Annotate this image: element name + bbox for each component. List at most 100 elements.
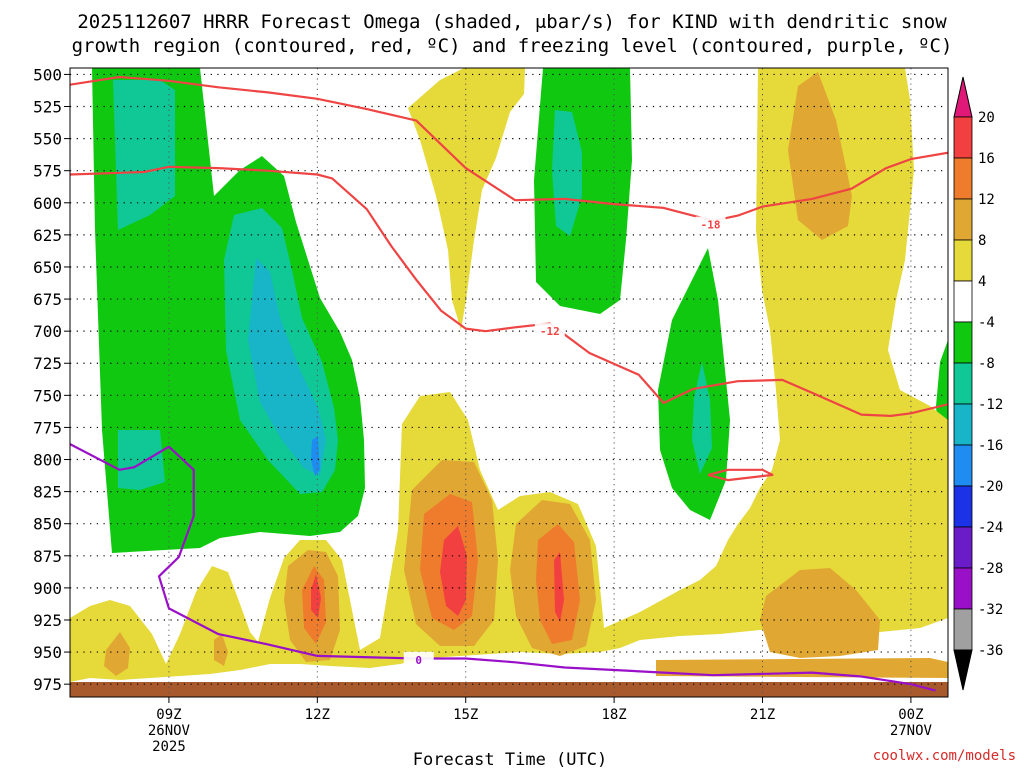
colorbar: 20 16 12 8 4 -4 -8 -12 -16 -20 -24 -28 -32 -36 xyxy=(953,76,1003,691)
y-tick-label-850: 850 xyxy=(33,515,62,534)
colorbar-label-8: -16 xyxy=(978,438,1003,454)
colorbar-label-6: -8 xyxy=(978,356,995,372)
colorbar-under-arrow xyxy=(953,649,973,691)
plot-frame xyxy=(69,67,949,698)
omega-shading xyxy=(70,68,948,682)
colorbar-band-2 xyxy=(953,198,973,241)
omega-teal-west-upper xyxy=(113,80,175,230)
colorbar-band-9 xyxy=(953,485,973,528)
y-tick-label-500: 500 xyxy=(33,65,62,84)
omega-yellow-upper-trough xyxy=(408,68,525,330)
credit-text: coolwx.com/models xyxy=(873,748,1016,764)
omega-yellow-upper-column xyxy=(500,68,525,86)
chart-title-line-2: growth region (contoured, red, ºC) and f… xyxy=(72,35,953,57)
contour-label-bg-1 xyxy=(695,216,726,231)
chart-title-line-1: 2025112607 HRRR Forecast Omega (shaded, … xyxy=(77,11,947,33)
temperature-contours: -12 -18 0 xyxy=(70,75,948,692)
grid-lines xyxy=(70,68,948,697)
y-tick-label-525: 525 xyxy=(33,98,62,117)
omega-gold-late xyxy=(760,568,880,658)
colorbar-label-4: 4 xyxy=(978,274,986,290)
colorbar-band-3 xyxy=(953,239,973,282)
x-tick-label-18-0: 18Z xyxy=(601,707,626,723)
x-tick-label-21-0: 21Z xyxy=(750,707,775,723)
surface-ground xyxy=(70,682,948,697)
contour-line-0 xyxy=(70,165,948,417)
omega-teal-west-lower xyxy=(118,430,165,490)
x-tick-label-15-0: 15Z xyxy=(453,707,478,723)
y-tick-label-750: 750 xyxy=(33,386,62,405)
y-tick-label-950: 950 xyxy=(33,643,62,662)
x-tick-label-24-1: 27NOV xyxy=(890,723,933,739)
colorbar-band-12 xyxy=(953,608,973,651)
contour-line-1 xyxy=(70,75,948,222)
omega-red-17z xyxy=(554,552,564,622)
colorbar-band-1 xyxy=(953,157,973,200)
contour-label-1: -18 xyxy=(701,219,721,232)
colorbar-label-7: -12 xyxy=(978,397,1003,413)
colorbar-band-0 xyxy=(953,116,973,159)
y-tick-label-575: 575 xyxy=(33,162,62,181)
colorbar-band-7 xyxy=(953,403,973,446)
colorbar-label-10: -24 xyxy=(978,520,1003,536)
omega-green-midmorning xyxy=(534,68,632,314)
colorbar-label-2: 12 xyxy=(978,192,995,208)
y-tick-label-925: 925 xyxy=(33,611,62,630)
y-tick-label-900: 900 xyxy=(33,579,62,598)
colorbar-band-10 xyxy=(953,526,973,569)
colorbar-label-5: -4 xyxy=(978,315,995,331)
contour-line-3 xyxy=(70,443,936,692)
omega-red-15z xyxy=(440,526,467,616)
x-tick-label-12-0: 12Z xyxy=(305,707,330,723)
colorbar-label-3: 8 xyxy=(978,233,986,249)
omega-gold-surface-band xyxy=(656,658,948,678)
colorbar-band-6 xyxy=(953,362,973,405)
colorbar-over-arrow xyxy=(953,76,973,118)
omega-green-afternoon xyxy=(658,248,730,520)
y-tick-label-650: 650 xyxy=(33,258,62,277)
colorbar-label-1: 16 xyxy=(978,151,995,167)
y-tick-label-550: 550 xyxy=(33,130,62,149)
omega-gold-upper xyxy=(788,72,852,240)
y-tick-label-775: 775 xyxy=(33,418,62,437)
y-tick-label-825: 825 xyxy=(33,483,62,502)
y-tick-label-675: 675 xyxy=(33,290,62,309)
colorbar-label-13: -36 xyxy=(978,643,1003,659)
omega-blue-core xyxy=(311,436,320,476)
contour-label-0: -12 xyxy=(540,325,560,338)
colorbar-band-11 xyxy=(953,567,973,610)
colorbar-band-4 xyxy=(953,280,973,323)
omega-cyan-central xyxy=(248,258,326,476)
contour-line-2 xyxy=(707,468,774,482)
contour-label-bg-0 xyxy=(534,323,565,338)
y-tick-label-625: 625 xyxy=(33,226,62,245)
colorbar-label-11: -28 xyxy=(978,561,1003,577)
omega-teal-midmorning xyxy=(552,110,582,236)
colorbar-label-12: -32 xyxy=(978,602,1003,618)
x-axis-label: Forecast Time (UTC) xyxy=(413,750,607,768)
x-tick-label-9-0: 09Z xyxy=(156,707,181,723)
y-tick-label-875: 875 xyxy=(33,547,62,566)
y-tick-label-700: 700 xyxy=(33,322,62,341)
y-axis: 500 525 550 575 600 625 650 675 700 725 750 775 800 8… xyxy=(33,65,70,694)
y-tick-label-725: 725 xyxy=(33,354,62,373)
omega-gold-morning-1 xyxy=(104,632,130,676)
x-tick-label-9-1: 26NOV xyxy=(148,723,191,739)
y-tick-label-975: 975 xyxy=(33,675,62,694)
colorbar-label-9: -20 xyxy=(978,479,1003,495)
omega-gold-morning-2 xyxy=(214,634,228,666)
x-tick-label-9-2: 2025 xyxy=(152,739,186,755)
contour-label-3: 0 xyxy=(415,654,422,667)
omega-teal-afternoon xyxy=(692,362,712,474)
y-tick-label-600: 600 xyxy=(33,194,62,213)
y-tick-label-800: 800 xyxy=(33,451,62,470)
colorbar-label-0: 20 xyxy=(978,110,995,126)
omega-red-12z xyxy=(311,574,321,618)
x-tick-label-24-0: 00Z xyxy=(898,707,923,723)
contour-label-bg-3 xyxy=(403,651,434,666)
colorbar-band-5 xyxy=(953,321,973,364)
colorbar-band-8 xyxy=(953,444,973,487)
